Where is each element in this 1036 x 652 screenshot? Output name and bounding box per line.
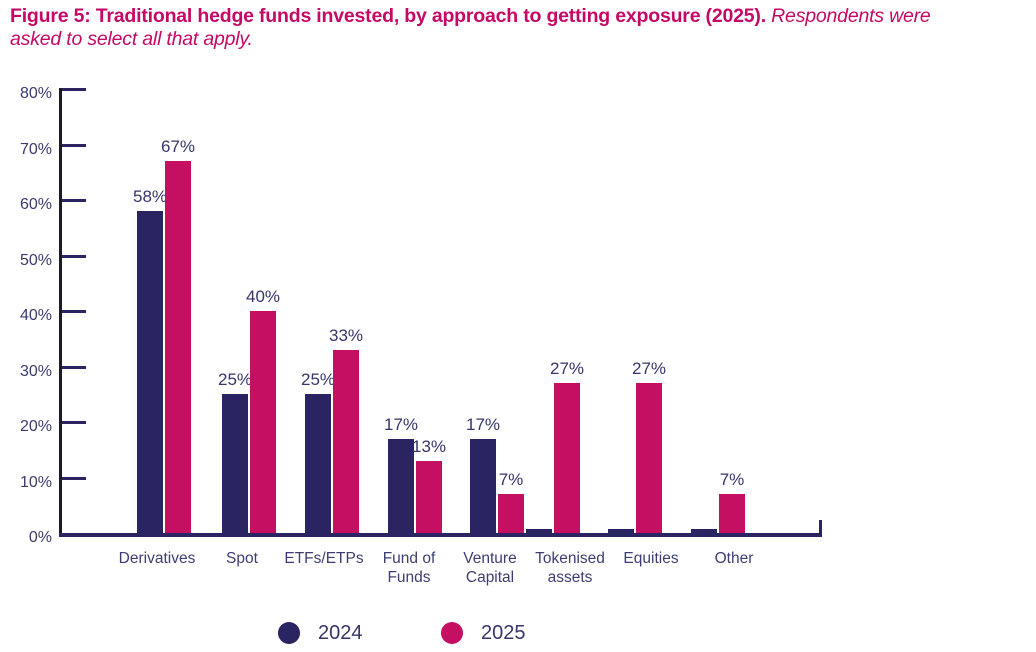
bar-2025-etfs-etps: [333, 350, 359, 533]
x-axis-label-line: Capital: [465, 569, 515, 586]
bar-2024-derivatives: [137, 211, 163, 533]
value-label-2024-etfs-etps: 25%: [300, 370, 336, 389]
y-axis-tick-10%: [62, 476, 86, 480]
figure-title-bold: Figure 5: Traditional hedge funds invest…: [10, 5, 766, 27]
x-axis-label-etfs-etps: ETFs/ETPs: [262, 549, 386, 568]
bar-2025-equities: [636, 383, 662, 533]
bar-2025-derivatives: [165, 161, 191, 533]
x-axis-end-tick: [819, 520, 822, 537]
y-axis-tick-60%: [62, 199, 86, 202]
x-axis-line: [59, 533, 822, 537]
bar-2024-other: [691, 529, 717, 533]
value-label-2024-derivatives: 58%: [132, 187, 168, 206]
value-label-2025-other: 7%: [719, 470, 745, 489]
x-axis-label-fund-of-funds: Fund of Funds: [347, 549, 471, 587]
y-axis-tick-30%: [62, 365, 86, 369]
x-axis-label-line: assets: [547, 569, 593, 586]
bar-2025-fund-of-funds: [416, 461, 442, 533]
y-axis-tick-20%: [62, 421, 86, 424]
figure-title-italic-line2: asked to select all that apply.: [10, 28, 253, 50]
y-axis-label-70%: 70%: [19, 140, 52, 158]
x-axis-label-line: Other: [714, 550, 754, 567]
y-axis-label-40%: 40%: [19, 307, 52, 324]
y-axis-label-80%: 80%: [19, 85, 52, 102]
x-axis-label-line: Equities: [623, 550, 679, 567]
x-axis-label-line: Venture: [463, 550, 517, 567]
y-axis-tick-80%: [62, 88, 86, 91]
bar-2025-venture-capital: [498, 494, 524, 533]
x-axis-label-venture-capital: Venture Capital: [428, 549, 552, 587]
y-axis-label-10%: 10%: [19, 473, 52, 491]
y-axis-label-30%: 30%: [19, 362, 52, 380]
x-axis-label-line: Derivatives: [118, 550, 196, 567]
x-axis-label-equities: Equities: [589, 549, 713, 568]
bar-2025-other: [719, 494, 745, 533]
value-label-2025-spot: 40%: [245, 287, 281, 306]
y-axis-line: [59, 88, 62, 537]
value-label-2025-fund-of-funds: 13%: [411, 437, 447, 456]
bar-2024-tokenised-assets: [526, 529, 552, 533]
y-axis-label-50%: 50%: [19, 251, 52, 269]
bar-2024-equities: [608, 529, 634, 533]
y-axis-tick-50%: [62, 254, 86, 258]
x-axis-label-line: Spot: [226, 550, 258, 567]
value-label-2025-venture-capital: 7%: [498, 470, 524, 489]
x-axis-label-line: Funds: [387, 569, 431, 586]
value-label-2024-venture-capital: 17%: [465, 415, 501, 434]
x-axis-label-tokenised-assets: Tokenised assets: [508, 549, 632, 587]
value-label-2025-tokenised-assets: 27%: [549, 359, 585, 378]
y-axis-tick-40%: [62, 310, 86, 313]
y-axis-tick-70%: [62, 143, 86, 147]
x-axis-label-spot: Spot: [180, 549, 304, 568]
bar-2025-spot: [250, 311, 276, 533]
y-axis-label-0%: 0%: [28, 529, 52, 546]
bar-2024-etfs-etps: [305, 394, 331, 533]
bar-2025-tokenised-assets: [554, 383, 580, 533]
x-axis-label-line: Tokenised: [535, 550, 605, 567]
x-axis-label-derivatives: Derivatives: [95, 549, 219, 568]
bar-2024-spot: [222, 394, 248, 533]
figure-title: Figure 5: Traditional hedge funds invest…: [10, 5, 1028, 51]
y-axis-label-60%: 60%: [19, 196, 52, 213]
value-label-2024-fund-of-funds: 17%: [383, 415, 419, 434]
bar-2024-venture-capital: [470, 439, 496, 533]
x-axis-label-other: Other: [672, 549, 796, 568]
y-axis-label-20%: 20%: [19, 418, 52, 435]
x-axis-label-line: Fund of: [382, 550, 436, 567]
value-label-2025-equities: 27%: [631, 359, 667, 378]
value-label-2025-etfs-etps: 33%: [328, 326, 364, 345]
x-axis-label-line: ETFs/ETPs: [284, 550, 364, 567]
bar-2024-fund-of-funds: [388, 439, 414, 533]
value-label-2025-derivatives: 67%: [160, 137, 196, 156]
figure-title-italic-line1: Respondents were: [771, 5, 931, 27]
value-label-2024-spot: 25%: [217, 370, 253, 389]
